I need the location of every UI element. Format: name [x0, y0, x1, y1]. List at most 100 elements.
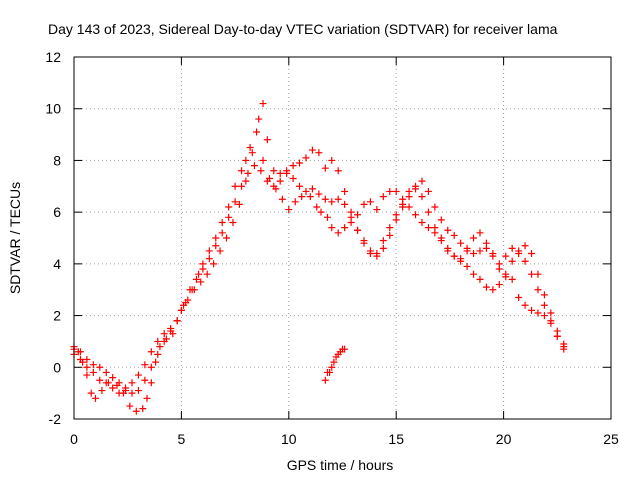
- data-point: [238, 182, 246, 190]
- data-point: [521, 257, 529, 265]
- data-point: [360, 200, 368, 208]
- y-tick-label: 2: [53, 308, 61, 324]
- data-point: [354, 211, 362, 219]
- data-point: [128, 379, 136, 387]
- data-point: [540, 301, 548, 309]
- x-tick-label: 0: [70, 431, 78, 447]
- data-point: [177, 306, 185, 314]
- y-tick-label: 6: [53, 204, 61, 220]
- axis-ticks: -2 0 2 4 6 8 10 12 0 5 10 15 20 25: [45, 49, 619, 447]
- data-point: [534, 309, 542, 317]
- data-point: [424, 187, 432, 195]
- data-point: [195, 270, 203, 278]
- data-point: [321, 376, 329, 384]
- data-point: [302, 187, 310, 195]
- data-point: [354, 226, 362, 234]
- data-point: [386, 231, 394, 239]
- data-point: [173, 317, 181, 325]
- data-point: [528, 250, 536, 258]
- data-point: [437, 237, 445, 245]
- data-point: [463, 262, 471, 270]
- data-point: [392, 187, 400, 195]
- data-point: [231, 182, 239, 190]
- data-point: [132, 407, 140, 415]
- data-point: [521, 242, 529, 250]
- data-point: [502, 252, 510, 260]
- data-point: [212, 242, 220, 250]
- data-point: [444, 247, 452, 255]
- data-point: [76, 348, 84, 356]
- data-point: [154, 350, 162, 358]
- grid: [74, 57, 611, 419]
- data-point: [326, 368, 334, 376]
- data-point: [83, 356, 91, 364]
- data-point: [444, 226, 452, 234]
- data-point: [225, 203, 233, 211]
- data-point: [405, 193, 413, 201]
- data-point: [283, 169, 291, 177]
- x-axis-label: GPS time / hours: [287, 457, 394, 473]
- data-point: [242, 177, 250, 185]
- data-point: [308, 185, 316, 193]
- data-point: [360, 237, 368, 245]
- data-point: [225, 213, 233, 221]
- data-point: [321, 164, 329, 172]
- data-point: [253, 128, 261, 136]
- data-point: [476, 275, 484, 283]
- data-point: [341, 224, 349, 232]
- data-point: [285, 206, 293, 214]
- series-track-d: [321, 345, 349, 384]
- data-point: [255, 115, 263, 123]
- data-point: [334, 167, 342, 175]
- data-point: [276, 177, 284, 185]
- data-point: [502, 270, 510, 278]
- data-point: [147, 363, 155, 371]
- data-point: [386, 187, 394, 195]
- data-point: [418, 177, 426, 185]
- data-point: [399, 203, 407, 211]
- data-point: [306, 193, 314, 201]
- data-point: [302, 154, 310, 162]
- data-point: [476, 229, 484, 237]
- data-point: [540, 291, 548, 299]
- data-point: [463, 244, 471, 252]
- data-point: [328, 363, 336, 371]
- data-point: [96, 376, 104, 384]
- data-point: [296, 182, 304, 190]
- data-point: [315, 190, 323, 198]
- data-point: [560, 340, 568, 348]
- data-point: [528, 306, 536, 314]
- data-point: [246, 144, 254, 151]
- data-point: [547, 309, 555, 317]
- data-point: [495, 281, 503, 289]
- data-point: [244, 169, 252, 177]
- data-point: [147, 379, 155, 387]
- data-point: [476, 247, 484, 255]
- data-point: [184, 296, 192, 304]
- data-point: [328, 156, 336, 164]
- data-point: [534, 270, 542, 278]
- y-tick-label: 12: [45, 49, 61, 65]
- data-point: [216, 247, 224, 255]
- data-point: [508, 275, 516, 283]
- data-point: [457, 239, 465, 247]
- x-tick-label: 25: [603, 431, 619, 447]
- data-marks: [70, 100, 568, 415]
- data-point: [424, 208, 432, 216]
- data-point: [328, 198, 336, 206]
- data-point: [366, 198, 374, 206]
- data-point: [154, 337, 162, 345]
- data-point: [115, 379, 123, 387]
- data-point: [141, 376, 149, 384]
- data-point: [91, 394, 99, 402]
- data-point: [418, 218, 426, 226]
- plot-frame: [73, 56, 612, 420]
- data-point: [229, 218, 237, 226]
- data-point: [96, 363, 104, 371]
- data-point: [334, 229, 342, 237]
- data-point: [83, 371, 91, 379]
- y-tick-label: -2: [49, 411, 62, 427]
- data-point: [242, 156, 250, 164]
- data-point: [508, 244, 516, 252]
- x-tick-label: 20: [496, 431, 512, 447]
